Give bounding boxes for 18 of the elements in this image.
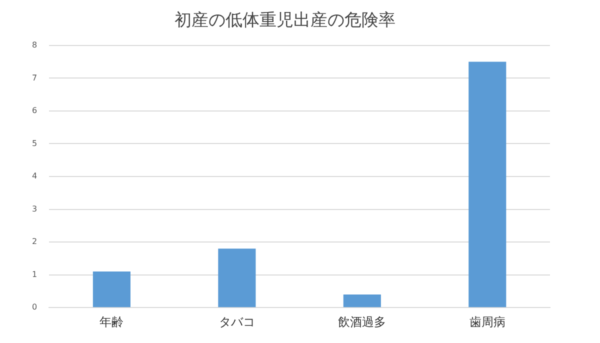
x-tick-label: 飲酒過多 <box>338 314 386 329</box>
bar <box>92 272 130 308</box>
x-tick-label: 歯周病 <box>469 314 506 329</box>
bar <box>218 248 256 308</box>
chart-title: 初産の低体重児出産の危険率 <box>174 10 396 31</box>
bar <box>468 62 506 308</box>
x-tick-label: タバコ <box>218 314 255 329</box>
y-tick-label: 6 <box>32 106 38 116</box>
x-tick-label: 年齢 <box>100 314 124 329</box>
bar <box>343 294 381 308</box>
y-tick-label: 1 <box>32 270 38 279</box>
y-tick-label: 0 <box>32 302 38 312</box>
y-tick-label: 8 <box>32 40 38 50</box>
y-tick-label: 2 <box>32 237 38 246</box>
y-tick-label: 3 <box>32 204 38 214</box>
y-tick-label: 5 <box>32 138 38 148</box>
y-tick-label: 7 <box>32 73 38 82</box>
y-tick-label: 4 <box>32 172 38 181</box>
